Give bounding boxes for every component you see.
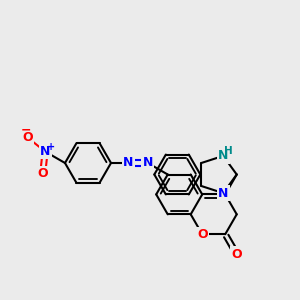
Text: N: N — [123, 157, 134, 169]
Text: O: O — [231, 248, 242, 261]
Text: H: H — [224, 146, 233, 156]
Text: −: − — [21, 123, 31, 136]
Text: O: O — [197, 228, 208, 241]
Text: N: N — [218, 149, 228, 162]
Text: N: N — [142, 157, 153, 169]
Text: O: O — [22, 131, 33, 144]
Text: +: + — [47, 142, 55, 152]
Text: O: O — [38, 167, 48, 180]
Text: N: N — [40, 145, 50, 158]
Text: N: N — [218, 187, 228, 200]
